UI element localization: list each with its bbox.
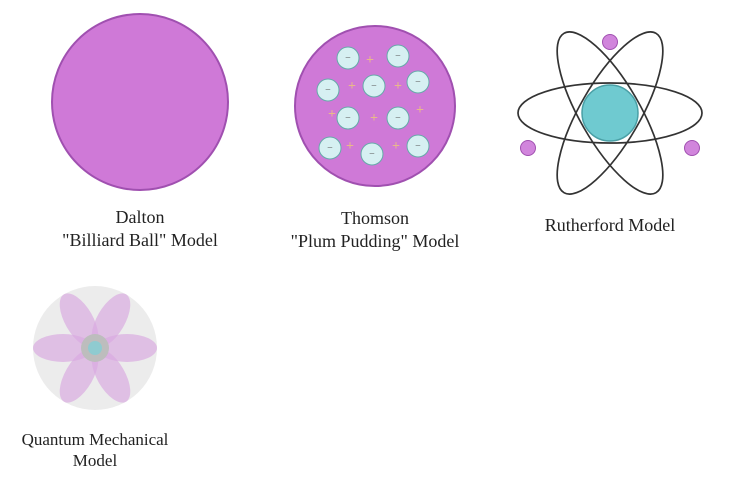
thomson-illustration: − − − − − − − − − − + + + + + + + + <box>270 18 480 196</box>
svg-text:−: − <box>345 53 351 64</box>
svg-text:+: + <box>392 139 400 154</box>
svg-text:−: − <box>345 113 351 124</box>
svg-text:+: + <box>366 53 374 68</box>
dalton-label: Dalton "Billiard Ball" Model <box>30 206 250 251</box>
thomson-label: Thomson "Plum Pudding" Model <box>270 207 480 252</box>
svg-text:−: − <box>369 149 375 160</box>
svg-text:+: + <box>370 111 378 126</box>
rutherford-illustration <box>500 28 720 203</box>
svg-text:−: − <box>395 51 401 62</box>
dalton-model: Dalton "Billiard Ball" Model <box>30 10 250 251</box>
svg-text:+: + <box>394 79 402 94</box>
quantum-label: Quantum Mechanical Model <box>0 429 190 472</box>
svg-text:−: − <box>325 85 331 96</box>
svg-text:−: − <box>415 77 421 88</box>
svg-text:−: − <box>395 113 401 124</box>
rutherford-label: Rutherford Model <box>500 214 720 237</box>
svg-text:−: − <box>415 141 421 152</box>
svg-text:+: + <box>416 103 424 118</box>
quantum-model: Quantum Mechanical Model <box>0 278 190 472</box>
thomson-model: − − − − − − − − − − + + + + + + + + Thomson "Plum Puddin… <box>270 18 480 252</box>
dalton-name: Dalton <box>30 206 250 229</box>
svg-text:−: − <box>327 143 333 154</box>
rutherford-model: Rutherford Model <box>500 28 720 237</box>
svg-text:+: + <box>348 79 356 94</box>
quantum-subtitle: Model <box>0 450 190 471</box>
dalton-illustration <box>30 10 250 195</box>
svg-text:+: + <box>328 107 336 122</box>
thomson-subtitle: "Plum Pudding" Model <box>270 230 480 253</box>
rutherford-name: Rutherford Model <box>500 214 720 237</box>
dalton-subtitle: "Billiard Ball" Model <box>30 229 250 252</box>
svg-text:−: − <box>371 81 377 92</box>
quantum-illustration <box>0 278 190 418</box>
thomson-name: Thomson <box>270 207 480 230</box>
quantum-name: Quantum Mechanical <box>0 429 190 450</box>
svg-text:+: + <box>346 139 354 154</box>
